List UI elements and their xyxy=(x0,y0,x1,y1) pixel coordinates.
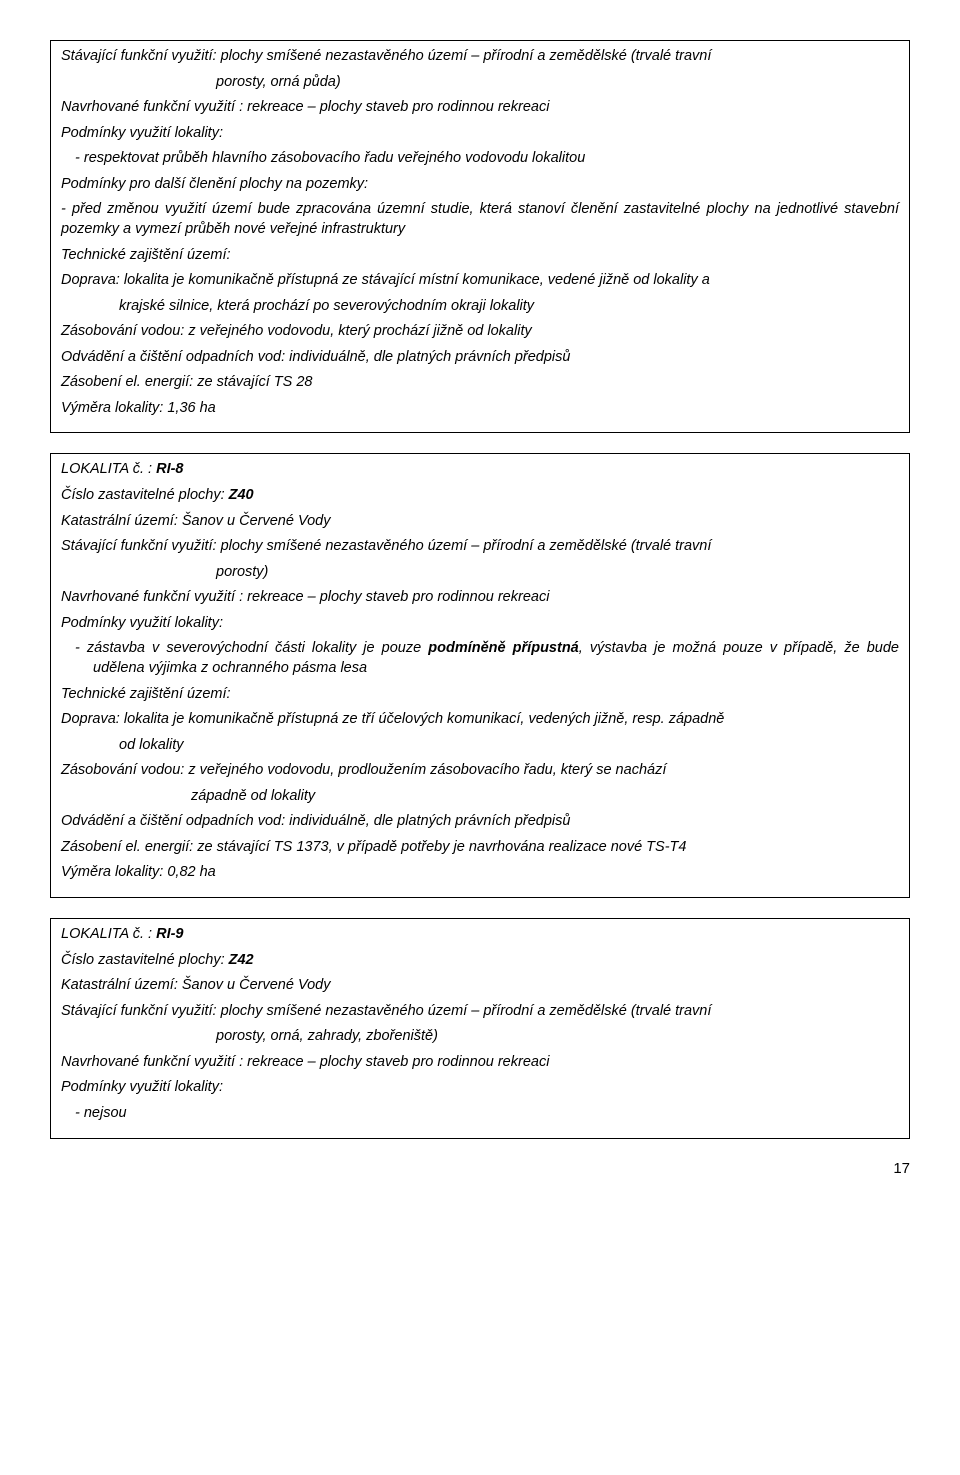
cadastral: Katastrální území: Šanov u Červené Vody xyxy=(61,976,899,996)
water-supply-cont: západně od lokality xyxy=(61,787,899,807)
area: Výměra lokality: 0,82 ha xyxy=(61,863,899,883)
plot-number: Číslo zastavitelné plochy: Z40 xyxy=(61,486,899,506)
locality-box-3: LOKALITA č. : RI-9 Číslo zastavitelné pl… xyxy=(50,918,910,1139)
locality-id: LOKALITA č. : RI-8 xyxy=(61,460,899,480)
existing-use-line: Stávající funkční využití: plochy smíšen… xyxy=(61,1002,899,1022)
electricity: Zásobení el. energií: ze stávající TS 13… xyxy=(61,838,899,858)
conditions-heading: Podmínky využití lokality: xyxy=(61,614,899,634)
water-supply: Zásobování vodou: z veřejného vodovodu, … xyxy=(61,761,899,781)
locality-box-2: LOKALITA č. : RI-8 Číslo zastavitelné pl… xyxy=(50,453,910,898)
area: Výměra lokality: 1,36 ha xyxy=(61,399,899,419)
condition-bullet: nejsou xyxy=(61,1104,899,1124)
existing-use-line: Stávající funkční využití: plochy smíšen… xyxy=(61,537,899,557)
transport-cont: krajské silnice, která prochází po sever… xyxy=(61,297,899,317)
technical-heading: Technické zajištění území: xyxy=(61,246,899,266)
proposed-use: Navrhované funkční využití : rekreace – … xyxy=(61,1053,899,1073)
existing-use-cont: porosty) xyxy=(61,563,899,583)
cadastral: Katastrální území: Šanov u Červené Vody xyxy=(61,512,899,532)
conditions-heading: Podmínky využití lokality: xyxy=(61,124,899,144)
proposed-use: Navrhované funkční využití : rekreace – … xyxy=(61,588,899,608)
existing-use-line: Stávající funkční využití: plochy smíšen… xyxy=(61,47,899,67)
subdivision-heading: Podmínky pro další členění plochy na poz… xyxy=(61,175,899,195)
locality-id: LOKALITA č. : RI-9 xyxy=(61,925,899,945)
technical-heading: Technické zajištění území: xyxy=(61,685,899,705)
proposed-use: Navrhované funkční využití : rekreace – … xyxy=(61,98,899,118)
locality-box-1: Stávající funkční využití: plochy smíšen… xyxy=(50,40,910,433)
conditions-heading: Podmínky využití lokality: xyxy=(61,1078,899,1098)
subdivision-text: - před změnou využití území bude zpracov… xyxy=(61,200,899,239)
sewage: Odvádění a čištění odpadních vod: indivi… xyxy=(61,812,899,832)
condition-bullet: zástavba v severovýchodní části lokality… xyxy=(61,639,899,678)
existing-use-cont: porosty, orná, zahrady, zbořeniště) xyxy=(61,1027,899,1047)
transport-line: Doprava: lokalita je komunikačně přístup… xyxy=(61,271,899,291)
condition-bullet: respektovat průběh hlavního zásobovacího… xyxy=(61,149,899,169)
sewage: Odvádění a čištění odpadních vod: indivi… xyxy=(61,348,899,368)
transport-line: Doprava: lokalita je komunikačně přístup… xyxy=(61,710,899,730)
water-supply: Zásobování vodou: z veřejného vodovodu, … xyxy=(61,322,899,342)
plot-number: Číslo zastavitelné plochy: Z42 xyxy=(61,951,899,971)
transport-cont: od lokality xyxy=(61,736,899,756)
page-number: 17 xyxy=(50,1159,910,1179)
existing-use-cont: porosty, orná půda) xyxy=(61,73,899,93)
electricity: Zásobení el. energií: ze stávající TS 28 xyxy=(61,373,899,393)
